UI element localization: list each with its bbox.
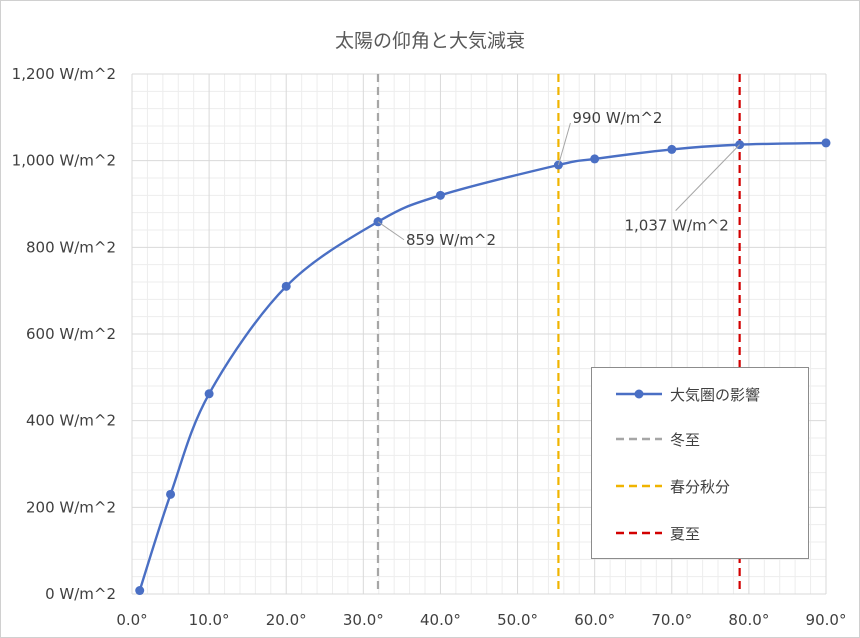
legend-item-winter-solstice: 冬至 [592,427,808,451]
legend-item-equinox: 春分秋分 [592,474,808,498]
y-tick-label: 1,200 W/m^2 [12,65,116,83]
legend-swatch-winter-solstice [616,437,662,441]
x-tick-label: 50.0° [497,611,538,629]
data-label: 859 W/m^2 [406,231,496,249]
data-point [667,144,677,154]
data-point [135,586,145,596]
data-label: 1,037 W/m^2 [624,217,728,235]
x-tick-label: 80.0° [728,611,769,629]
data-point [821,138,831,148]
legend-label-equinox: 春分秋分 [670,478,731,496]
data-point [590,154,600,164]
legend: 大気圏の影響 冬至 春分秋分 夏至 [591,367,809,559]
x-tick-label: 0.0° [116,611,147,629]
y-tick-label: 0 W/m^2 [45,585,116,603]
data-label: 990 W/m^2 [572,109,662,127]
legend-swatch-summer-solstice [616,531,662,535]
x-tick-label: 70.0° [651,611,692,629]
legend-label-summer-solstice: 夏至 [670,525,701,543]
legend-item-series: 大気圏の影響 [592,382,808,406]
data-point [281,281,291,291]
annotation-leader-line [675,144,740,211]
data-point [166,489,176,499]
x-tick-label: 40.0° [420,611,461,629]
x-tick-label: 20.0° [266,611,307,629]
annotation-leader-line [557,122,571,166]
legend-label-winter-solstice: 冬至 [670,431,701,449]
legend-swatch-equinox [616,484,662,488]
y-tick-label: 400 W/m^2 [26,412,116,430]
y-tick-label: 1,000 W/m^2 [12,152,116,170]
legend-swatch-series [616,389,662,399]
x-tick-label: 60.0° [574,611,615,629]
legend-label-series: 大気圏の影響 [670,386,761,404]
legend-item-summer-solstice: 夏至 [592,521,808,545]
annotation-leader-line [377,221,405,241]
data-point [204,389,214,399]
y-tick-label: 200 W/m^2 [26,498,116,516]
x-tick-label: 10.0° [189,611,230,629]
x-tick-label: 30.0° [343,611,384,629]
series-line [138,141,827,591]
data-point [435,190,445,200]
y-tick-label: 600 W/m^2 [26,325,116,343]
x-tick-label: 90.0° [806,611,847,629]
chart-title: 太陽の仰角と大気減衰 [334,30,525,52]
y-tick-label: 800 W/m^2 [26,238,116,256]
